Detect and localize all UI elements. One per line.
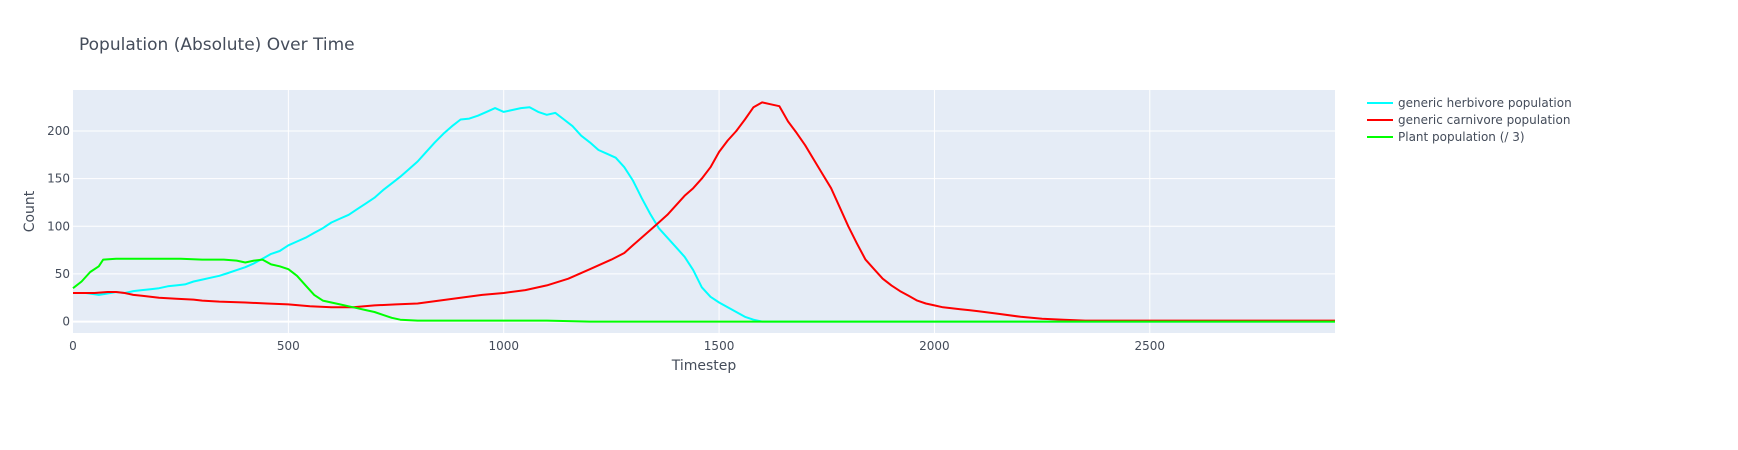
y-tick-label: 0	[62, 315, 70, 329]
x-tick-label: 1500	[704, 339, 735, 353]
legend-item-label[interactable]: generic herbivore population	[1398, 96, 1572, 110]
x-tick-label: 1000	[488, 339, 519, 353]
y-axis-title: Count	[22, 190, 38, 232]
x-tick-label: 0	[69, 339, 77, 353]
plot-area	[73, 90, 1335, 333]
series-line-2	[72, 257, 1335, 323]
chart-title: Population (Absolute) Over Time	[79, 35, 355, 55]
y-axis-ticks: 0 50 100 150 200	[47, 124, 70, 329]
series-line-0	[73, 106, 1335, 323]
series-lines	[72, 101, 1335, 323]
legend-item-label[interactable]: generic carnivore population	[1398, 113, 1570, 127]
series-line-1	[73, 101, 1335, 322]
y-tick-label: 200	[47, 124, 70, 138]
y-tick-label: 50	[55, 267, 70, 281]
x-tick-label: 2000	[919, 339, 950, 353]
x-axis-ticks: 0 500 1000 1500 2000 2500	[69, 339, 1165, 353]
y-tick-label: 150	[47, 172, 70, 186]
legend-item-label[interactable]: Plant population (/ 3)	[1398, 130, 1525, 144]
x-axis-title: Timestep	[671, 358, 737, 374]
legend[interactable]: generic herbivore population generic carn…	[1367, 96, 1572, 144]
x-tick-label: 2500	[1135, 339, 1166, 353]
y-tick-label: 100	[47, 219, 70, 233]
x-tick-label: 500	[277, 339, 300, 353]
